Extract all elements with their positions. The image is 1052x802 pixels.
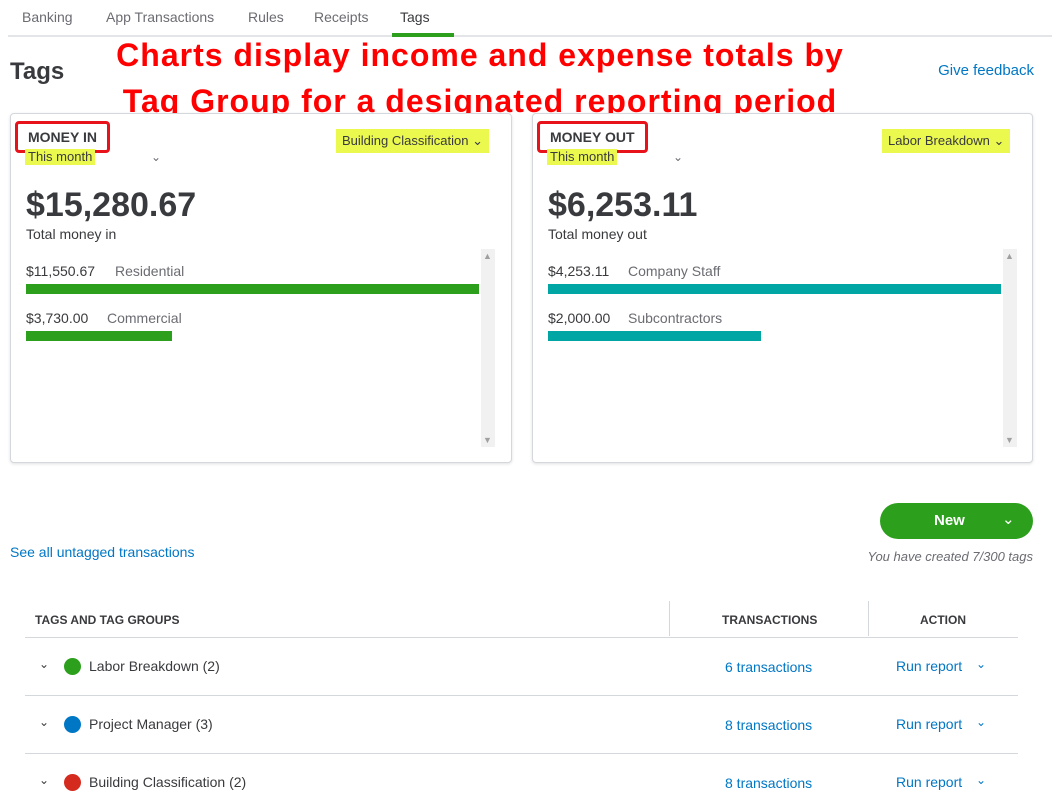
expand-chevron-icon[interactable]: ⌄ <box>39 773 50 787</box>
money-out-scrollbar[interactable]: ▲ ▼ <box>1003 249 1017 447</box>
money-out-item-name: Company Staff <box>628 263 721 279</box>
chevron-down-icon[interactable]: ⌄ <box>151 150 162 164</box>
money-in-period-select[interactable]: This month <box>25 149 96 165</box>
expand-chevron-icon[interactable]: ⌄ <box>39 715 50 729</box>
chevron-down-icon[interactable]: ⌄ <box>976 657 987 671</box>
tab-banking[interactable]: Banking <box>22 9 73 25</box>
column-header-action: ACTION <box>920 613 966 627</box>
transactions-link[interactable]: 6 transactions <box>725 659 813 675</box>
money-in-group-select[interactable]: Building Classification ⌄ <box>336 129 489 153</box>
transactions-link[interactable]: 8 transactions <box>725 775 813 791</box>
money-in-item-name: Residential <box>115 263 185 279</box>
scroll-up-icon[interactable]: ▲ <box>1005 251 1014 261</box>
chevron-down-icon[interactable]: ⌄ <box>673 150 684 164</box>
money-in-item-name: Commercial <box>107 310 182 326</box>
tag-color-dot <box>64 716 81 733</box>
money-in-group-label: Building Classification <box>342 133 469 148</box>
annotation-line-1: Charts display income and expense totals… <box>116 37 844 73</box>
money-out-caption: Total money out <box>548 226 647 242</box>
scroll-down-icon[interactable]: ▼ <box>1005 435 1014 445</box>
tag-color-dot <box>64 774 81 791</box>
new-tag-button[interactable]: New ⌄ <box>880 503 1033 539</box>
column-divider <box>868 601 869 636</box>
money-in-list: $11,550.67 Residential $3,730.00 Commerc… <box>26 249 481 445</box>
money-in-total: $15,280.67 <box>26 186 197 224</box>
tag-count-text: You have created 7/300 tags <box>867 549 1033 564</box>
chevron-down-icon: ⌄ <box>472 133 483 148</box>
money-in-card: MONEY IN This month ⌄ Building Classific… <box>10 113 512 463</box>
money-out-bar[interactable] <box>548 284 1001 294</box>
table-row: ⌄ Project Manager (3) 8 transactions Run… <box>25 696 1018 754</box>
untagged-transactions-link[interactable]: See all untagged transactions <box>10 544 195 560</box>
chevron-down-icon[interactable]: ⌄ <box>976 715 987 729</box>
money-out-group-label: Labor Breakdown <box>888 133 990 148</box>
money-out-total: $6,253.11 <box>548 186 698 224</box>
tab-tags[interactable]: Tags <box>400 9 430 25</box>
scroll-down-icon[interactable]: ▼ <box>483 435 492 445</box>
column-divider <box>669 601 670 636</box>
run-report-link[interactable]: Run report <box>896 774 963 790</box>
expand-chevron-icon[interactable]: ⌄ <box>39 657 50 671</box>
money-out-period-select[interactable]: This month <box>547 149 618 165</box>
money-out-item-amount: $4,253.11 <box>548 263 610 279</box>
money-out-item-amount: $2,000.00 <box>548 310 611 326</box>
money-in-item-amount: $11,550.67 <box>26 263 96 279</box>
give-feedback-link[interactable]: Give feedback <box>938 62 1034 79</box>
money-out-card: MONEY OUT This month ⌄ Labor Breakdown ⌄… <box>532 113 1033 463</box>
column-header-transactions[interactable]: TRANSACTIONS <box>722 613 818 627</box>
tag-color-dot <box>64 658 81 675</box>
new-button-label: New <box>934 512 965 529</box>
money-out-group-select[interactable]: Labor Breakdown ⌄ <box>882 129 1011 153</box>
tag-group-name: Building Classification (2) <box>89 774 247 790</box>
tag-group-name: Labor Breakdown (2) <box>89 658 220 674</box>
money-in-bar[interactable] <box>26 331 172 341</box>
money-in-caption: Total money in <box>26 226 117 242</box>
chevron-down-icon[interactable]: ⌄ <box>1002 511 1015 528</box>
money-out-bar[interactable] <box>548 331 761 341</box>
tab-rules[interactable]: Rules <box>248 9 284 25</box>
money-in-scrollbar[interactable]: ▲ ▼ <box>481 249 495 447</box>
money-out-list: $4,253.11 Company Staff $2,000.00 Subcon… <box>548 249 1003 445</box>
tab-bar: Banking App Transactions Rules Receipts … <box>8 0 1052 37</box>
chevron-down-icon: ⌄ <box>993 133 1005 148</box>
run-report-link[interactable]: Run report <box>896 658 963 674</box>
run-report-link[interactable]: Run report <box>896 716 963 732</box>
annotation-banner: Charts display income and expense totals… <box>60 32 900 124</box>
tag-group-name: Project Manager (3) <box>89 716 213 732</box>
transactions-link[interactable]: 8 transactions <box>725 717 813 733</box>
money-out-item-name: Subcontractors <box>628 310 723 326</box>
money-in-item-amount: $3,730.00 <box>26 310 89 326</box>
tab-receipts[interactable]: Receipts <box>314 9 369 25</box>
scroll-up-icon[interactable]: ▲ <box>483 251 492 261</box>
table-row: ⌄ Labor Breakdown (2) 6 transactions Run… <box>25 638 1018 696</box>
chevron-down-icon[interactable]: ⌄ <box>976 773 987 787</box>
table-header: TAGS AND TAG GROUPS TRANSACTIONS ACTION <box>25 601 1018 638</box>
tab-app-transactions[interactable]: App Transactions <box>106 9 215 25</box>
column-header-tags[interactable]: TAGS AND TAG GROUPS <box>35 613 180 627</box>
tags-table: TAGS AND TAG GROUPS TRANSACTIONS ACTION … <box>25 601 1018 802</box>
active-tab-indicator <box>392 33 454 37</box>
table-row: ⌄ Building Classification (2) 8 transact… <box>25 754 1018 802</box>
page-title: Tags <box>10 58 65 85</box>
money-in-bar[interactable] <box>26 284 479 294</box>
